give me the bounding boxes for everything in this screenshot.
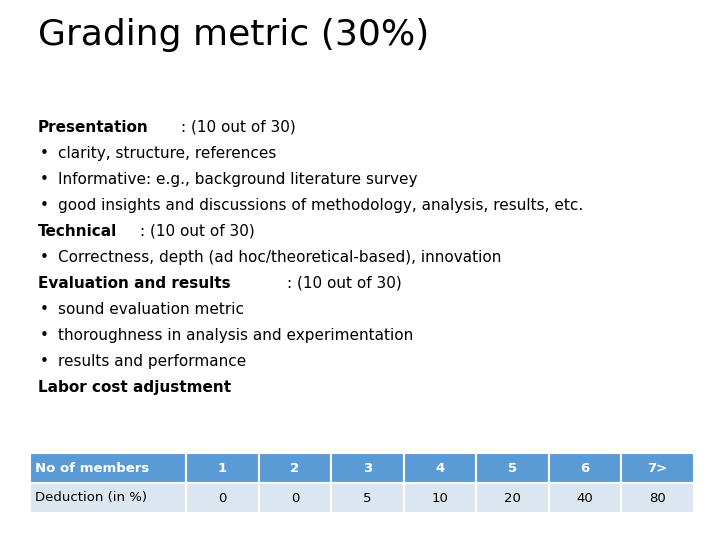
Bar <box>621 483 693 513</box>
Text: good insights and discussions of methodology, analysis, results, etc.: good insights and discussions of methodo… <box>58 198 583 213</box>
Text: 6: 6 <box>580 462 590 475</box>
Text: •: • <box>40 250 49 265</box>
Text: clarity, structure, references: clarity, structure, references <box>58 146 276 161</box>
Bar <box>404 453 476 483</box>
Text: Informative: e.g., background literature survey: Informative: e.g., background literature… <box>58 172 418 187</box>
Bar <box>621 453 693 483</box>
Bar <box>549 483 621 513</box>
Text: No of members: No of members <box>35 462 149 475</box>
Text: thoroughness in analysis and experimentation: thoroughness in analysis and experimenta… <box>58 328 413 343</box>
Bar <box>331 483 404 513</box>
Text: Presentation: Presentation <box>38 120 149 135</box>
Text: •: • <box>40 354 49 369</box>
Text: 1: 1 <box>218 462 227 475</box>
Text: Grading metric (30%): Grading metric (30%) <box>38 18 429 52</box>
Text: •: • <box>40 302 49 317</box>
Text: : (10 out of 30): : (10 out of 30) <box>181 120 296 135</box>
Bar <box>549 453 621 483</box>
Bar <box>404 483 476 513</box>
Bar <box>30 453 186 483</box>
Text: 10: 10 <box>431 491 449 504</box>
Bar <box>331 453 404 483</box>
Text: Correctness, depth (ad hoc/theoretical-based), innovation: Correctness, depth (ad hoc/theoretical-b… <box>58 250 501 265</box>
Text: •: • <box>40 198 49 213</box>
Text: Technical: Technical <box>38 224 117 239</box>
Text: results and performance: results and performance <box>58 354 246 369</box>
Text: 5: 5 <box>363 491 372 504</box>
Bar <box>476 483 549 513</box>
Bar <box>30 483 186 513</box>
Text: 5: 5 <box>508 462 517 475</box>
Text: 2: 2 <box>290 462 300 475</box>
Text: •: • <box>40 146 49 161</box>
Bar <box>258 453 331 483</box>
Text: 3: 3 <box>363 462 372 475</box>
Text: 20: 20 <box>504 491 521 504</box>
Text: •: • <box>40 328 49 343</box>
Text: 4: 4 <box>436 462 444 475</box>
Text: : (10 out of 30): : (10 out of 30) <box>140 224 255 239</box>
Bar <box>476 453 549 483</box>
Text: 80: 80 <box>649 491 666 504</box>
Text: •: • <box>40 172 49 187</box>
Text: sound evaluation metric: sound evaluation metric <box>58 302 244 317</box>
Text: : (10 out of 30): : (10 out of 30) <box>287 276 401 291</box>
Bar <box>258 483 331 513</box>
Text: Deduction (in %): Deduction (in %) <box>35 491 147 504</box>
Text: 0: 0 <box>218 491 227 504</box>
Text: Evaluation and results: Evaluation and results <box>38 276 230 291</box>
Text: 40: 40 <box>577 491 593 504</box>
Text: 0: 0 <box>291 491 300 504</box>
Bar <box>186 483 258 513</box>
Text: Labor cost adjustment: Labor cost adjustment <box>38 380 231 395</box>
Text: 7>: 7> <box>647 462 667 475</box>
Bar <box>186 453 258 483</box>
